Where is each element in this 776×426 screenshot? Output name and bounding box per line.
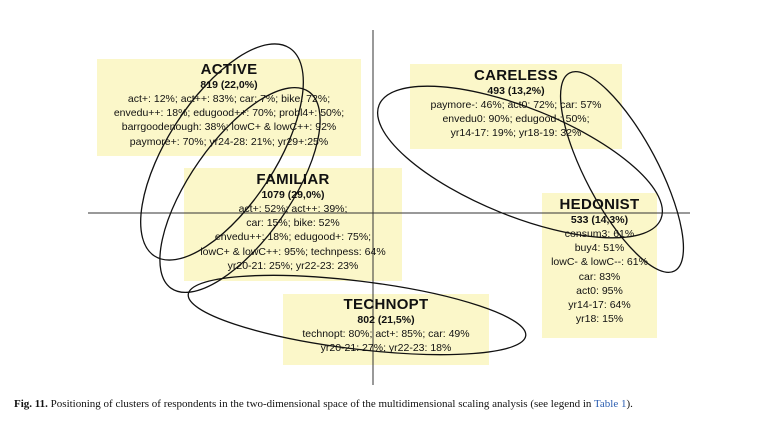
careless-ellipse [376,85,664,239]
mds-figure [88,30,690,385]
familiar-line: envedu++: 18%; edugood+: 75%; [214,231,372,244]
caption-label: Fig. 11. [14,398,48,410]
hedonist-name: HEDONIST [559,196,640,213]
careless-box [410,64,622,149]
hedonist-line: yr18: 15% [575,313,624,326]
figure-caption: Fig. 11. Positioning of clusters of resp… [14,398,774,410]
active-name: ACTIVE [200,61,258,78]
familiar-line: car: 15%; bike: 52% [246,217,340,230]
technopt-name: TECHNOPT [343,296,429,313]
technopt-box [283,294,489,365]
familiar-line: act+: 52%; act++: 39%; [238,203,348,215]
active-ellipse-inner [159,86,321,294]
careless-line: yr14-17: 19%; yr18-19: 32% [450,127,582,140]
active-box [97,59,361,156]
hedonist-line: lowC- & lowC--: 61% [551,256,648,269]
caption-table-link[interactable]: Table 1 [593,398,627,410]
cluster-hedonist: HEDONIST 533 (14,3%) consum3: 61% buy4: … [542,196,657,326]
cluster-familiar: FAMILIAR 1079 (29,0%) act+: 52%; act++: … [184,171,402,273]
hedonist-line: car: 83% [578,270,621,283]
cluster-active: ACTIVE 819 (22,0%) act+: 12%; act++: 83%… [97,61,361,149]
familiar-line: yr20-21: 25%; yr22-23: 23% [227,259,359,272]
active-size: 819 (22,0%) [200,79,258,91]
technopt-size: 802 (21,5%) [357,314,415,326]
careless-name: CARELESS [473,67,559,84]
technopt-ellipse [187,274,527,356]
active-line: paymore+: 70%; yr24-28: 21%; yr29+:25% [129,135,329,148]
hedonist-line: act0: 95% [576,284,623,297]
active-ellipse [140,43,304,261]
careless-size: 493 (13,2%) [487,85,545,97]
familiar-line: lowC+ & lowC++: 95%; technpess: 64% [200,245,386,258]
careless-line: paymore-: 46%; act0: 72%; car: 57% [430,99,602,111]
hedonist-line: buy4: 51% [574,242,625,255]
cluster-technopt: TECHNOPT 802 (21,5%) technopt: 80%; act+… [283,296,489,355]
technopt-line: technopt: 80%; act+: 85%; car: 49% [302,328,470,340]
technopt-line: yr20-21: 27%; yr22-23: 18% [320,342,452,355]
hedonist-line: consum3: 61% [564,228,635,240]
hedonist-box [542,193,657,338]
caption-text: Positioning of clusters of respondents i… [50,398,592,410]
caption-end: ). [626,398,633,410]
hedonist-line: yr14-17: 64% [568,299,631,312]
careless-line: envedu0: 90%; edugood-: 50%; [442,113,590,126]
familiar-box [184,168,402,281]
active-line: envedu++: 18%; edugood++: 70%; probl4+: … [113,107,345,120]
cluster-careless: CARELESS 493 (13,2%) paymore-: 46%; act0… [410,67,622,141]
familiar-name: FAMILIAR [256,171,330,188]
hedonist-size: 533 (14,3%) [570,214,629,226]
active-line: act+: 12%; act++: 83%; car: 7%; bike: 72… [127,93,331,105]
hedonist-ellipse [559,71,685,273]
active-line: barrgoodenough: 38%; lowC+ & lowC++: 92% [121,121,337,134]
familiar-size: 1079 (29,0%) [261,189,325,201]
